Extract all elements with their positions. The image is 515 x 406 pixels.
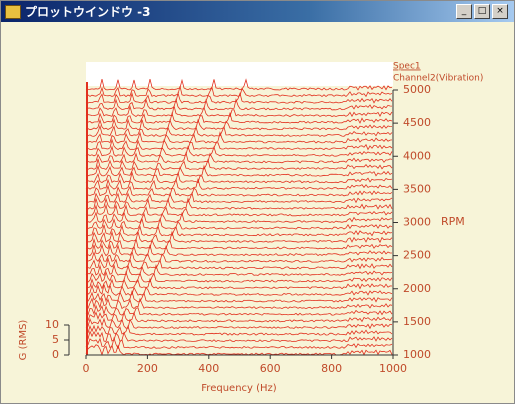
close-button[interactable]: ×	[492, 4, 508, 19]
trace	[85, 158, 393, 170]
x-tick-label: 0	[83, 362, 90, 375]
trace	[85, 131, 393, 144]
x-tick-label: 1000	[379, 362, 407, 375]
top-band	[86, 62, 393, 86]
y-tick-label: 4500	[403, 116, 431, 129]
trace	[85, 263, 393, 277]
z-tick-label: 10	[45, 318, 59, 331]
trace	[85, 289, 393, 303]
trace	[85, 184, 393, 197]
trace	[85, 304, 393, 316]
z-tick-label: 5	[52, 333, 59, 346]
trace	[85, 138, 393, 151]
trace	[85, 238, 393, 250]
trace	[85, 336, 393, 350]
chart: Spec1 Channel2(Vibration) RPM Frequency …	[18, 62, 483, 395]
trace	[85, 91, 393, 104]
trace	[85, 124, 393, 137]
trace	[85, 283, 393, 296]
trace	[85, 151, 393, 164]
y-tick-label: 1000	[403, 348, 431, 361]
x-axis-label: Frequency (Hz)	[201, 383, 277, 394]
y-tick-label: 2000	[403, 282, 431, 295]
y-tick-label: 5000	[403, 83, 431, 96]
trace	[85, 170, 393, 184]
trace	[85, 224, 393, 237]
x-tick-label: 200	[137, 362, 158, 375]
trace	[85, 270, 393, 283]
trace	[85, 191, 393, 204]
y-tick-label: 3000	[403, 216, 431, 229]
window-icon	[5, 4, 21, 19]
trace	[85, 330, 393, 343]
trace	[85, 111, 393, 124]
title-bar: プロットウインドウ -3 _ □ ×	[1, 1, 514, 22]
trace	[85, 277, 393, 290]
trace	[85, 243, 392, 257]
y-tick-label: 3500	[403, 182, 431, 195]
trace	[85, 310, 393, 323]
trace	[85, 177, 393, 190]
trace	[85, 317, 393, 330]
trace	[85, 105, 393, 118]
trace	[85, 257, 393, 270]
trace	[85, 197, 393, 210]
trace	[85, 230, 393, 244]
trace	[85, 217, 393, 230]
maximize-button[interactable]: □	[474, 4, 490, 19]
x-tick-label: 800	[321, 362, 342, 375]
trace	[85, 203, 393, 217]
trace	[85, 164, 393, 177]
trace	[85, 86, 393, 98]
trace	[85, 98, 393, 111]
trace	[85, 211, 393, 223]
x-tick-label: 600	[260, 362, 281, 375]
trace	[85, 297, 393, 310]
y-tick-label: 1500	[403, 315, 431, 328]
z-tick-label: 0	[52, 348, 59, 361]
window-title: プロットウインドウ -3	[25, 5, 151, 19]
legend-channel: Channel2(Vibration)	[393, 74, 483, 84]
trace	[85, 118, 393, 131]
y-axis-label: RPM	[441, 215, 465, 228]
trace	[85, 145, 393, 157]
legend-spec: Spec1	[393, 62, 421, 72]
trace	[85, 250, 393, 263]
z-axis-label: G (RMS)	[18, 320, 29, 361]
y-tick-label: 4000	[403, 149, 431, 162]
x-tick-label: 400	[198, 362, 219, 375]
y-tick-label: 2500	[403, 249, 431, 262]
trace	[85, 324, 393, 336]
trace	[85, 78, 393, 91]
minimize-button[interactable]: _	[456, 4, 472, 19]
